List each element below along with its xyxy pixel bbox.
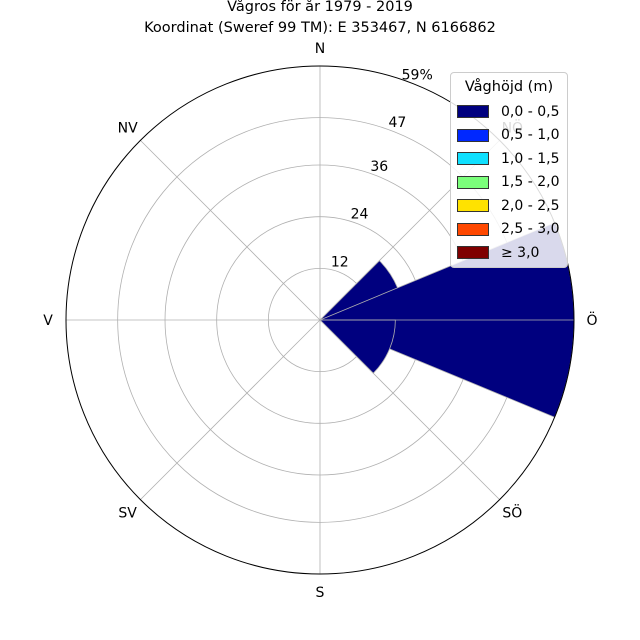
spoke-3 (319, 319, 500, 500)
legend-swatch (457, 199, 489, 213)
polar-frame (65, 65, 575, 575)
direction-label-ö: Ö (586, 311, 597, 329)
direction-label-sö: SÖ (502, 503, 522, 521)
legend-item: 2,0 - 2,5 (457, 194, 561, 218)
legend-swatch (457, 152, 489, 166)
legend-title: Våghöjd (m) (464, 79, 554, 95)
legend-label: 2,0 - 2,5 (501, 197, 560, 214)
legend-item: 1,0 - 1,5 (457, 147, 561, 171)
radial-tick-labels: 12 24 36 47 59% (331, 67, 433, 270)
direction-label-nv: NV (118, 121, 138, 137)
radial-tick-label-4: 59% (402, 67, 433, 83)
chart-subtitle: Koordinat (Sweref 99 TM): E 353467, N 61… (144, 20, 496, 36)
direction-label-sv: SV (118, 505, 137, 521)
radial-tick-label-0: 12 (331, 254, 349, 270)
legend-swatch (457, 105, 489, 119)
radial-tick-label-2: 36 (370, 159, 388, 175)
legend-item: 1,5 - 2,0 (457, 171, 561, 195)
chart-title: Vågros för år 1979 - 2019 (227, 0, 413, 15)
legend-swatch (457, 128, 489, 142)
direction-label-s: S (316, 585, 325, 601)
spoke-5 (140, 319, 321, 500)
direction-label-v: V (43, 313, 53, 329)
legend-item: 0,5 - 1,0 (457, 124, 561, 148)
direction-label-n: N (315, 41, 325, 57)
radial-tick-label-1: 24 (351, 207, 369, 223)
legend-label: ≥ 3,0 (501, 244, 540, 261)
legend-label: 2,5 - 3,0 (501, 221, 560, 238)
legend-label: 0,5 - 1,0 (501, 127, 560, 144)
radial-tick-label-3: 47 (389, 115, 407, 131)
legend-swatch (457, 246, 489, 260)
legend-item: 2,5 - 3,0 (457, 218, 561, 242)
spoke-7 (140, 140, 321, 321)
rose-sector-2 (319, 319, 396, 374)
legend-label: 0,0 - 0,5 (501, 103, 560, 120)
legend-swatch (457, 222, 489, 236)
legend: Våghöjd (m) 0,0 - 0,5 0,5 - 1,0 1,0 - 1,5 1… (450, 72, 568, 268)
legend-swatch (457, 175, 489, 189)
legend-label: 1,0 - 1,5 (501, 150, 560, 167)
legend-label: 1,5 - 2,0 (501, 174, 560, 191)
legend-item: ≥ 3,0 (457, 241, 561, 265)
legend-item: 0,0 - 0,5 (457, 100, 561, 124)
